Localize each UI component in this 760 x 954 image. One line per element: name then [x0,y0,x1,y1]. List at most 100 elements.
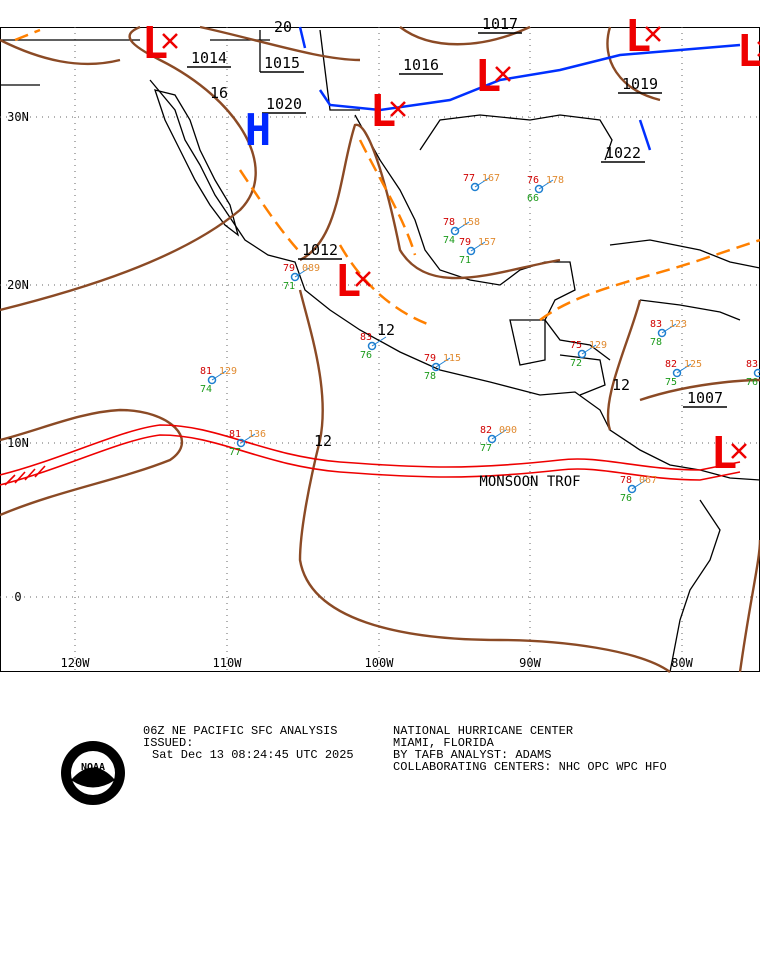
low-x [495,66,511,82]
coast-gulf [354,114,611,361]
gulf-north [419,114,613,161]
wind-barb [240,433,256,444]
station-temp: 81 [229,429,241,440]
station-temp: 82 [480,425,492,436]
station-marker [236,438,246,448]
isobar-label: 20 [274,18,292,36]
baja [154,89,240,237]
low-x [731,443,747,459]
map-labels: 30N 20N 10N 0 120W 110W 100W 90W 80W 1014 1015 1016… [7,11,760,670]
footer-collaborators: COLLABORATING CENTERS: NHC OPC WPC HFO [393,760,667,774]
isobar-label: 1014 [191,49,227,67]
station-dewpoint: 71 [459,255,471,266]
station-plot: 83 76 [746,359,760,388]
trough [539,238,760,322]
wind-barb [435,357,451,368]
station-pressure: 090 [499,425,517,436]
station-marker [487,434,497,444]
isobar-label: 1017 [482,15,518,33]
wind-barb [661,323,677,334]
map: 30N 20N 10N 0 120W 110W 100W 90W 80W 1014 1015 1016… [0,11,760,673]
station-temp: 83 [360,332,372,343]
station-plot: 75 129 72 [570,340,607,369]
station-pressure: 125 [684,359,702,370]
footer-issued-time: Sat Dec 13 08:24:45 UTC 2025 [152,748,354,762]
low-center: L [737,26,760,77]
station-plot: 78 158 74 [443,217,480,246]
wind-barb [631,479,647,490]
station-pressure: 129 [589,340,607,351]
station-plot: 79 115 78 [424,353,461,382]
front [318,43,741,112]
wind-barb [371,336,387,347]
station-marker [753,368,760,378]
isobar [0,38,121,66]
station-marker [657,328,667,338]
station-dewpoint: 77 [229,447,241,458]
station-dewpoint: 77 [480,443,492,454]
station-plot: 81 136 77 [229,429,266,458]
station-dewpoint: 66 [527,193,539,204]
station-temp: 78 [620,475,632,486]
coast-south-america [669,499,721,673]
footer-location: MIAMI, FLORIDA [393,736,495,750]
low-x [645,26,661,42]
footer: NOAA 06Z NE PACIFIC SFC ANALYSIS ISSUED:… [61,724,667,805]
station-pressure: 115 [443,353,461,364]
station-plot: 78 067 76 [620,475,657,504]
lon-label: 100W [365,656,395,670]
station-dewpoint: 74 [200,384,212,395]
cuba [609,239,760,269]
hispaniola [639,299,741,321]
isobar-label: 12 [314,432,332,450]
lat-label: 30N [7,110,29,124]
noaa-logo: NOAA [61,741,125,805]
isobar-label: 1019 [622,75,658,93]
station-dewpoint: 78 [650,337,662,348]
station-dewpoint: 76 [360,350,372,361]
monsoon-trough [0,424,741,486]
isobar-label: 16 [210,84,228,102]
station-pressure: 157 [478,237,496,248]
isobar-label: 1007 [687,389,723,407]
wind-barb [470,241,486,252]
lat-label: 10N [7,436,29,450]
station-plot: 81 129 74 [200,366,237,395]
logo-bird [71,767,115,788]
station-marker [466,246,476,256]
front [638,119,652,151]
station-marker [207,375,217,385]
isobar-label: 1015 [264,54,300,72]
station-marker [627,484,637,494]
station-dewpoint: 71 [283,281,295,292]
footer-title: 06Z NE PACIFIC SFC ANALYSIS [143,724,337,738]
low-center: L [335,256,362,307]
isobar-label: 12 [377,321,395,339]
wind-barb [294,267,310,278]
station-dewpoint: 74 [443,235,455,246]
station-plot: 79 089 71 [283,263,320,292]
trough [358,139,417,256]
station-plot: 82 125 75 [665,359,702,388]
troughs [14,28,760,327]
station-marker [470,182,480,192]
station-pressure: 167 [482,173,500,184]
isobar [606,26,661,102]
isobar [199,25,361,62]
station-marker [577,349,587,359]
low-x [355,271,371,287]
station-temp: 76 [527,175,539,186]
station-pressure: 123 [669,319,687,330]
station-marker [672,368,682,378]
station-marker [367,341,377,351]
wind-barb [454,221,470,232]
wind-barb [491,429,507,440]
station-temp: 83 [746,359,758,370]
station-dewpoint: 76 [620,493,632,504]
station-temp: 75 [570,340,582,351]
isobar-label: 1012 [302,241,338,259]
isobar [606,299,642,431]
station-pressure: 136 [248,429,266,440]
